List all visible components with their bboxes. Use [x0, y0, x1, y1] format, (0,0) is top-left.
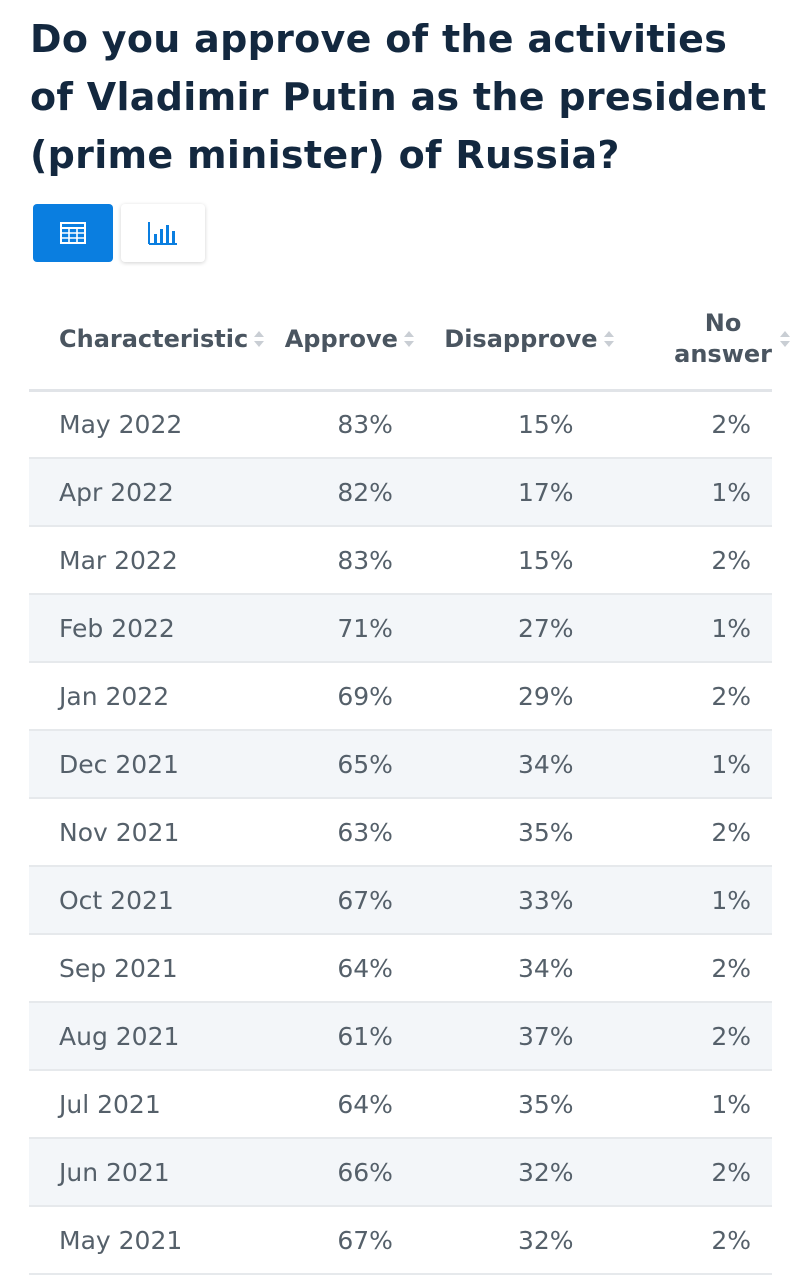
- column-header-no-answer[interactable]: No answer: [615, 290, 790, 392]
- cell-no-answer: 1%: [615, 458, 772, 527]
- table-row: Oct 2021 67% 33% 1%: [29, 866, 772, 935]
- table-row: Feb 2022 71% 27% 1%: [29, 594, 772, 663]
- cell-disapprove: 33%: [415, 866, 616, 935]
- table-row: May 2022 83% 15% 2%: [29, 390, 772, 459]
- table-row: Jun 2021 66% 32% 2%: [29, 1138, 772, 1207]
- bar-chart-icon: [148, 222, 177, 245]
- column-header-label: Characteristic: [59, 325, 249, 354]
- column-header-approve[interactable]: Approve: [266, 290, 416, 392]
- table-view-button[interactable]: [33, 204, 113, 262]
- table-row: Jan 2022 69% 29% 2%: [29, 662, 772, 731]
- cell-no-answer: 1%: [615, 594, 772, 663]
- cell-disapprove: 15%: [415, 526, 616, 595]
- cell-no-answer: 2%: [615, 526, 772, 595]
- cell-characteristic: Aug 2021: [29, 1002, 267, 1071]
- cell-no-answer: 1%: [615, 730, 772, 799]
- cell-disapprove: 34%: [415, 934, 616, 1003]
- cell-approve: 61%: [266, 1002, 416, 1071]
- cell-no-answer: 2%: [615, 662, 772, 731]
- table-row: Mar 2022 83% 15% 2%: [29, 526, 772, 595]
- cell-no-answer: 2%: [615, 798, 772, 867]
- column-header-label: No answer: [674, 308, 772, 370]
- cell-disapprove: 35%: [415, 1070, 616, 1139]
- cell-approve: 82%: [266, 458, 416, 527]
- cell-no-answer: 2%: [615, 1002, 772, 1071]
- cell-characteristic: Mar 2022: [29, 526, 267, 595]
- view-toggle: [33, 204, 205, 262]
- table-row: Sep 2021 64% 34% 2%: [29, 934, 772, 1003]
- cell-characteristic: Feb 2022: [29, 594, 267, 663]
- cell-characteristic: Apr 2022: [29, 458, 267, 527]
- cell-disapprove: 29%: [415, 662, 616, 731]
- cell-characteristic: Oct 2021: [29, 866, 267, 935]
- cell-characteristic: Sep 2021: [29, 934, 267, 1003]
- column-header-label: Approve: [284, 325, 398, 354]
- cell-approve: 63%: [266, 798, 416, 867]
- cell-disapprove: 15%: [415, 390, 616, 459]
- table-header-row: Characteristic Approve: [29, 290, 790, 392]
- cell-approve: 67%: [266, 1206, 416, 1275]
- cell-disapprove: 37%: [415, 1002, 616, 1071]
- sort-icon: [254, 331, 265, 348]
- cell-approve: 83%: [266, 526, 416, 595]
- cell-characteristic: Dec 2021: [29, 730, 267, 799]
- cell-approve: 67%: [266, 866, 416, 935]
- table-row: Apr 2022 82% 17% 1%: [29, 458, 772, 527]
- table-row: May 2021 67% 32% 2%: [29, 1206, 772, 1275]
- chart-view-button[interactable]: [121, 204, 205, 262]
- cell-approve: 64%: [266, 934, 416, 1003]
- cell-characteristic: Jun 2021: [29, 1138, 267, 1207]
- cell-approve: 71%: [266, 594, 416, 663]
- cell-no-answer: 2%: [615, 934, 772, 1003]
- cell-disapprove: 32%: [415, 1138, 616, 1207]
- table-row: Dec 2021 65% 34% 1%: [29, 730, 772, 799]
- cell-approve: 65%: [266, 730, 416, 799]
- sort-icon: [780, 331, 790, 348]
- cell-no-answer: 1%: [615, 1070, 772, 1139]
- cell-disapprove: 32%: [415, 1206, 616, 1275]
- cell-disapprove: 17%: [415, 458, 616, 527]
- cell-disapprove: 27%: [415, 594, 616, 663]
- cell-no-answer: 1%: [615, 866, 772, 935]
- table-row: Jul 2021 64% 35% 1%: [29, 1070, 772, 1139]
- column-header-disapprove[interactable]: Disapprove: [415, 290, 616, 392]
- cell-characteristic: Jul 2021: [29, 1070, 267, 1139]
- cell-characteristic: May 2022: [29, 390, 267, 459]
- sort-icon: [603, 331, 614, 348]
- cell-approve: 64%: [266, 1070, 416, 1139]
- cell-approve: 66%: [266, 1138, 416, 1207]
- cell-disapprove: 35%: [415, 798, 616, 867]
- table-grid-icon: [60, 222, 86, 244]
- cell-no-answer: 2%: [615, 390, 772, 459]
- sort-icon: [403, 331, 414, 348]
- page-title: Do you approve of the activities of Vlad…: [30, 17, 767, 177]
- column-header-characteristic[interactable]: Characteristic: [29, 290, 267, 392]
- cell-characteristic: Nov 2021: [29, 798, 267, 867]
- cell-characteristic: May 2021: [29, 1206, 267, 1275]
- cell-no-answer: 2%: [615, 1138, 772, 1207]
- column-header-label: Disapprove: [444, 325, 598, 354]
- cell-approve: 69%: [266, 662, 416, 731]
- cell-characteristic: Jan 2022: [29, 662, 267, 731]
- cell-disapprove: 34%: [415, 730, 616, 799]
- column-header-label-line: answer: [674, 340, 772, 369]
- column-header-label-line: No: [704, 309, 742, 338]
- table-row: Nov 2021 63% 35% 2%: [29, 798, 772, 867]
- cell-no-answer: 2%: [615, 1206, 772, 1275]
- cell-approve: 83%: [266, 390, 416, 459]
- data-table: Characteristic Approve: [29, 290, 790, 1275]
- table-row: Aug 2021 61% 37% 2%: [29, 1002, 772, 1071]
